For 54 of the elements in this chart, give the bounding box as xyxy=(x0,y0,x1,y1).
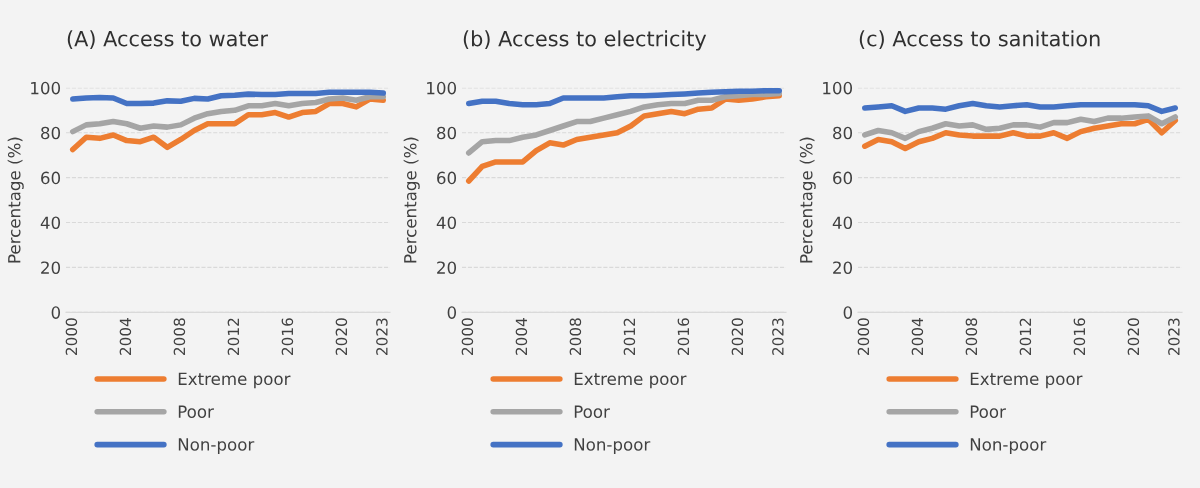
y-tick-label: 60 xyxy=(41,171,61,185)
y-axis-title: Percentage (%) xyxy=(403,137,420,263)
y-tick-label: 80 xyxy=(833,126,853,140)
y-axis-title: Percentage (%) xyxy=(799,137,816,263)
y-tick-label: 40 xyxy=(832,216,853,230)
chart-title: (A) Access to water xyxy=(67,30,268,49)
x-tick-label: 2020 xyxy=(1127,318,1140,355)
legend-label: Extreme poor xyxy=(970,372,1083,389)
x-tick-label: 2023 xyxy=(772,318,784,355)
x-tick-label: 2020 xyxy=(731,318,744,355)
x-tick-label: 2008 xyxy=(965,318,978,355)
legend-label: Non-poor xyxy=(178,438,255,454)
x-tick-label: 2016 xyxy=(281,318,294,355)
y-tick-label: 100 xyxy=(31,81,61,95)
y-tick-label: 0 xyxy=(51,306,61,319)
x-tick-label: 2012 xyxy=(227,318,240,355)
y-tick-label: 0 xyxy=(447,306,457,319)
x-tick-label: 2000 xyxy=(65,318,78,355)
legend-label: Poor xyxy=(574,405,610,418)
x-tick-label: 2016 xyxy=(1073,318,1086,355)
x-tick-label: 2008 xyxy=(173,318,186,355)
y-tick-label: 60 xyxy=(833,171,853,185)
chart-title: (c) Access to sanitation xyxy=(859,30,1100,49)
y-tick-label: 60 xyxy=(437,171,457,185)
y-axis-title: Percentage (%) xyxy=(7,137,24,263)
y-tick-label: 40 xyxy=(436,216,457,230)
legend-label: Poor xyxy=(970,405,1006,418)
y-tick-label: 40 xyxy=(40,216,61,230)
y-tick-label: 20 xyxy=(437,261,457,274)
chart-title: (b) Access to electricity xyxy=(463,30,707,51)
x-tick-label: 2020 xyxy=(335,318,348,355)
x-tick-label: 2000 xyxy=(857,318,870,355)
y-tick-label: 100 xyxy=(823,81,853,95)
x-tick-label: 2012 xyxy=(623,318,636,355)
x-tick-label: 2004 xyxy=(119,318,132,355)
x-tick-label: 2023 xyxy=(1168,318,1180,355)
y-tick-label: 20 xyxy=(833,261,853,274)
legend-label: Extreme poor xyxy=(178,372,291,389)
x-tick-label: 2023 xyxy=(376,318,388,355)
y-tick-label: 100 xyxy=(427,81,457,95)
x-tick-label: 2000 xyxy=(461,318,474,355)
x-tick-label: 2012 xyxy=(1019,318,1032,355)
y-tick-label: 80 xyxy=(437,126,457,140)
legend-label: Non-poor xyxy=(574,438,651,454)
legend-label: Non-poor xyxy=(970,438,1047,454)
x-tick-label: 2004 xyxy=(911,318,924,355)
y-tick-label: 20 xyxy=(41,261,61,274)
x-tick-label: 2004 xyxy=(515,318,528,355)
legend-label: Extreme poor xyxy=(574,372,687,389)
legend-label: Poor xyxy=(178,405,214,418)
x-tick-label: 2008 xyxy=(569,318,582,355)
y-tick-label: 80 xyxy=(41,126,61,140)
y-tick-label: 0 xyxy=(843,306,853,319)
x-tick-label: 2016 xyxy=(677,318,690,355)
